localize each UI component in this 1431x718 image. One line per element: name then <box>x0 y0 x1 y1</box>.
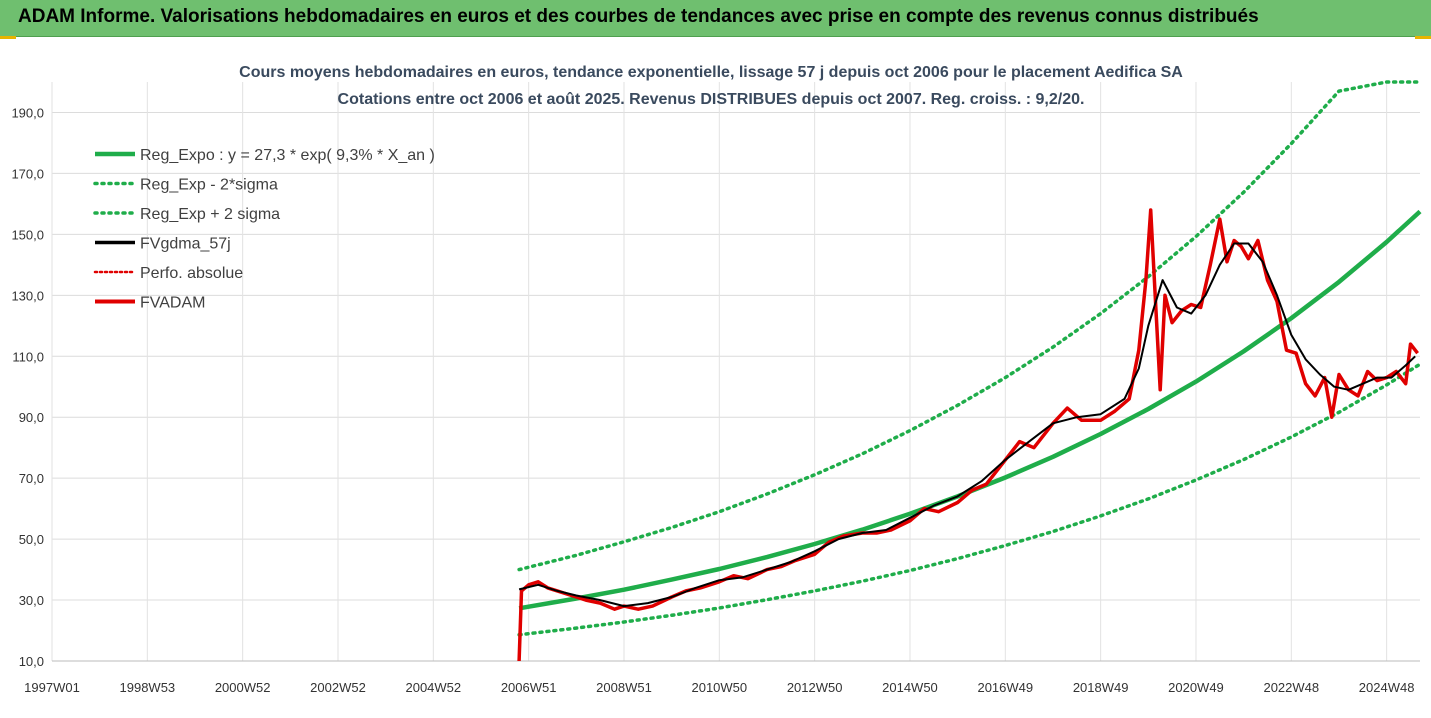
reg-minus-2sigma-line <box>517 362 1422 637</box>
chart-subtitle: Cotations entre oct 2006 et août 2025. R… <box>338 91 1085 108</box>
chart-gridlines <box>51 82 1420 662</box>
y-tick-label: 70,0 <box>19 471 44 486</box>
y-tick-label: 110,0 <box>12 349 44 364</box>
legend-label: FVADAM <box>140 295 205 312</box>
x-tick-label: 2004W52 <box>405 680 461 695</box>
x-tick-label: 2020W49 <box>1168 680 1224 695</box>
legend-label: Perfo. absolue <box>140 265 243 282</box>
x-tick-label: 1998W53 <box>120 680 176 695</box>
y-tick-label: 30,0 <box>19 593 44 608</box>
x-tick-label: 2002W52 <box>310 680 366 695</box>
fvgdma-57j-line <box>518 242 1416 608</box>
y-tick-label: 90,0 <box>19 410 44 425</box>
legend-label: Reg_Exp + 2 sigma <box>140 206 280 223</box>
y-axis-ticks: 10,0 30,0 50,0 70,0 90,0 110,0 130,0 150,0 170,0… <box>11 105 44 669</box>
reg-plus-2sigma-line <box>517 80 1422 572</box>
y-tick-label: 10,0 <box>19 654 44 669</box>
report-title: ADAM Informe. Valorisations hebdomadaire… <box>18 6 1259 27</box>
report-banner: ADAM Informe. Valorisations hebdomadaire… <box>0 0 1431 37</box>
y-tick-label: 150,0 <box>11 227 44 242</box>
x-tick-label: 2022W48 <box>1263 680 1319 695</box>
legend-label: Reg_Expo : y = 27,3 * exp( 9,3% * X_an ) <box>140 147 435 164</box>
line-chart: 1997W01 1998W53 2000W52 2002W52 2004W52 2006W… <box>11 64 1422 695</box>
x-tick-label: 2012W50 <box>787 680 843 695</box>
x-tick-label: 2000W52 <box>215 680 271 695</box>
y-tick-label: 50,0 <box>19 532 44 547</box>
x-tick-label: 2010W50 <box>691 680 747 695</box>
chart-series <box>517 80 1422 662</box>
x-tick-label: 2006W51 <box>501 680 557 695</box>
corner-mark-right <box>1415 36 1431 39</box>
x-tick-label: 2014W50 <box>882 680 938 695</box>
x-tick-label: 2024W48 <box>1359 680 1415 695</box>
fvadam-line <box>517 208 1419 662</box>
legend-label: FVgdma_57j <box>140 236 231 253</box>
reg-expo-line <box>518 209 1422 611</box>
chart-legend: Reg_Expo : y = 27,3 * exp( 9,3% * X_an )… <box>93 147 435 312</box>
x-tick-label: 2016W49 <box>977 680 1033 695</box>
y-tick-label: 170,0 <box>11 166 44 181</box>
x-tick-label: 2008W51 <box>596 680 652 695</box>
x-tick-label: 1997W01 <box>24 680 80 695</box>
corner-mark-left <box>0 36 16 39</box>
x-tick-label: 2018W49 <box>1073 680 1129 695</box>
x-axis-ticks: 1997W01 1998W53 2000W52 2002W52 2004W52 2006W… <box>24 680 1414 695</box>
y-tick-label: 130,0 <box>11 288 44 303</box>
legend-label: Reg_Exp - 2*sigma <box>140 177 278 194</box>
y-tick-label: 190,0 <box>11 105 44 120</box>
chart-title: Cours moyens hebdomadaires en euros, ten… <box>239 64 1183 81</box>
